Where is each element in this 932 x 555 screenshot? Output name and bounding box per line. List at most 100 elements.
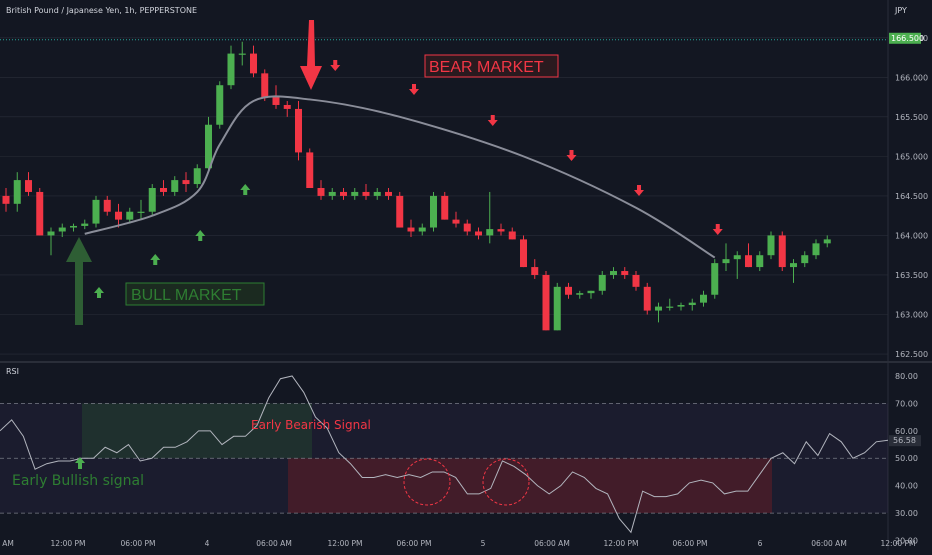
candle-body[interactable]	[193, 168, 201, 185]
candle-body[interactable]	[565, 286, 572, 295]
rsi-line	[0, 375, 889, 534]
candle-body[interactable]	[396, 195, 404, 228]
candle-body[interactable]	[632, 274, 640, 287]
candle-body[interactable]	[171, 180, 179, 192]
candle-body[interactable]	[576, 293, 584, 295]
candle-body[interactable]	[812, 243, 820, 256]
candle-body[interactable]	[47, 231, 55, 236]
candle-body[interactable]	[520, 239, 527, 268]
time-tick-label: 4	[205, 539, 210, 548]
bear-arrow-icon	[566, 150, 577, 161]
candle-body[interactable]	[182, 180, 190, 185]
candle-body[interactable]	[137, 211, 145, 213]
bull-arrow-icon	[150, 254, 161, 265]
candle-body[interactable]	[227, 53, 235, 86]
candle-body[interactable]	[340, 191, 347, 196]
big-bear-arrow-icon	[300, 20, 322, 90]
candle-body[interactable]	[160, 188, 167, 192]
candle-body[interactable]	[283, 104, 291, 109]
bear-arrow-icon	[330, 60, 341, 71]
candle-body[interactable]	[610, 271, 617, 275]
candle-body[interactable]	[70, 225, 77, 228]
current-price-value: 166.500	[891, 34, 924, 43]
candle-body[interactable]	[441, 195, 449, 220]
bull-arrow-icon	[94, 287, 104, 298]
candle-body[interactable]	[452, 219, 460, 224]
candle-body[interactable]	[261, 73, 269, 98]
candle-body[interactable]	[385, 191, 392, 196]
bear-arrow-icon	[487, 115, 498, 126]
candle-body[interactable]	[317, 188, 325, 196]
candle-body[interactable]	[778, 235, 786, 268]
candle-body[interactable]	[486, 229, 494, 236]
candle-body[interactable]	[81, 223, 89, 226]
candle-body[interactable]	[216, 85, 224, 125]
candle-body[interactable]	[36, 191, 44, 236]
candle-body[interactable]	[508, 231, 516, 240]
current-price-tag	[889, 32, 921, 44]
candle-body[interactable]	[430, 195, 437, 228]
candle-body[interactable]	[115, 211, 122, 220]
trend-curve	[84, 95, 716, 259]
candle-body[interactable]	[13, 180, 21, 204]
candle-body[interactable]	[711, 263, 719, 295]
candle-body[interactable]	[463, 223, 471, 232]
candle-body[interactable]	[823, 239, 831, 244]
candle-body[interactable]	[103, 199, 111, 212]
candle-body[interactable]	[418, 227, 426, 232]
rsi-bear-zone	[288, 458, 772, 514]
rsi-tick-label: 50.00	[895, 454, 918, 463]
candle-body[interactable]	[745, 255, 752, 268]
candle-body[interactable]	[497, 229, 505, 232]
candle-body[interactable]	[643, 286, 651, 311]
candle-body[interactable]	[58, 227, 66, 232]
candle-body[interactable]	[238, 53, 246, 55]
bear-market-label: BEAR MARKET	[429, 59, 544, 76]
time-tick-label: 06:00 PM	[121, 539, 156, 548]
candle-body[interactable]	[688, 302, 696, 306]
candle-body[interactable]	[790, 263, 797, 268]
bear-arrow-icon	[409, 84, 419, 95]
candle-body[interactable]	[531, 267, 539, 275]
candle-body[interactable]	[126, 211, 134, 220]
time-tick-label: 12:00 PM	[604, 539, 639, 548]
candle-body[interactable]	[407, 227, 415, 232]
candle-body[interactable]	[92, 199, 100, 224]
early-bearish-label: Early Bearish Signal	[251, 418, 371, 432]
candle-body[interactable]	[250, 53, 257, 74]
candle-body[interactable]	[362, 191, 370, 196]
candle-body[interactable]	[722, 259, 730, 264]
candle-body[interactable]	[733, 255, 741, 260]
candle-body[interactable]	[2, 195, 10, 204]
candle-body[interactable]	[801, 255, 809, 264]
candle-body[interactable]	[756, 255, 764, 268]
candle-body[interactable]	[767, 235, 775, 256]
candle-body[interactable]	[598, 274, 606, 291]
candle-body[interactable]	[373, 191, 381, 196]
candle-body[interactable]	[655, 306, 662, 311]
bull-market-label: BULL MARKET	[131, 287, 242, 304]
candle-body[interactable]	[621, 271, 629, 275]
time-tick-label: 12:00 PM	[881, 539, 916, 548]
rsi-tick-label: 30.00	[895, 509, 918, 518]
candle-body[interactable]	[148, 188, 156, 212]
candle-body[interactable]	[272, 97, 280, 105]
price-tick-label: 165.000	[895, 152, 928, 161]
candle-body[interactable]	[553, 286, 561, 331]
candle-body[interactable]	[351, 191, 359, 196]
candle-body[interactable]	[700, 294, 707, 303]
candle-body[interactable]	[542, 274, 550, 331]
candle-body[interactable]	[666, 306, 674, 308]
candle-body[interactable]	[306, 152, 314, 188]
candle-body[interactable]	[475, 231, 482, 236]
big-bull-arrow-icon	[66, 237, 92, 325]
candle-body[interactable]	[205, 124, 212, 169]
price-tick-label: 162.500	[895, 350, 928, 359]
candle-body[interactable]	[328, 191, 336, 196]
candle-body[interactable]	[295, 108, 302, 153]
candle-body[interactable]	[587, 290, 595, 294]
candle-body[interactable]	[25, 180, 32, 192]
bearish-circle-marker	[482, 458, 530, 506]
candle-body[interactable]	[677, 305, 685, 307]
